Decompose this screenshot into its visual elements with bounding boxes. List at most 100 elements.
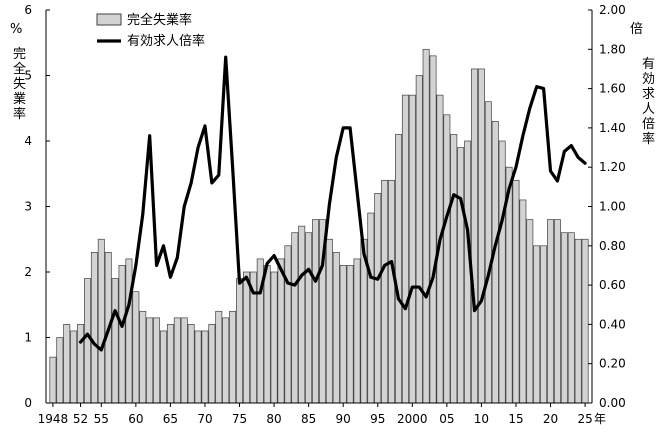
right-tick-label: 0.60 (599, 278, 626, 292)
left-tick-label: 3 (24, 200, 32, 214)
bar-2015 (512, 179, 520, 404)
bar-1984 (298, 225, 306, 404)
right-tick-label: 1.40 (599, 121, 626, 135)
bar-2006 (450, 134, 458, 404)
left-axis-ticks: 0 1 2 3 4 5 6 (24, 3, 50, 410)
bar-1997 (388, 179, 396, 404)
bar-2020 (547, 219, 554, 404)
left-axis-label: 完全失業率 (13, 47, 26, 122)
left-tick-label: 2 (24, 265, 32, 279)
bar-2009 (471, 68, 478, 404)
x-axis-ticks: 1948 52 55 60 65 70 75 80 85 90 95 2000 05 10 15 20 25 (38, 403, 593, 426)
bar-1995 (374, 193, 382, 404)
bar-2017 (526, 219, 534, 404)
legend-bar-label: 完全失業率 (127, 12, 192, 28)
left-tick-label: 6 (24, 3, 32, 17)
bar-2023 (567, 232, 575, 404)
bar-2010 (477, 68, 485, 404)
bar-2021 (553, 219, 561, 404)
bar-1950 (63, 324, 71, 404)
bar-1971 (208, 324, 216, 404)
bar-1983 (291, 232, 299, 404)
bar-1951 (70, 330, 78, 404)
right-tick-label: 0.00 (599, 396, 626, 410)
legend-bar-swatch (96, 13, 122, 26)
bar-1991 (346, 265, 354, 404)
bar-1952 (77, 324, 85, 404)
bar-1985 (305, 232, 313, 404)
bar-1974 (229, 310, 237, 404)
right-axis-unit: 倍 (630, 22, 643, 37)
bar-2000 (408, 94, 416, 404)
right-tick-label: 1.00 (599, 200, 626, 214)
bar-2025 (581, 238, 589, 404)
bar-1961 (139, 310, 147, 404)
left-axis-unit: % (10, 22, 22, 37)
bar-1990 (339, 265, 347, 404)
right-tick-label: 1.60 (599, 82, 626, 96)
bar-1962 (146, 317, 154, 404)
bar-1989 (332, 252, 340, 404)
bar-2007 (457, 147, 465, 404)
right-tick-label: 0.20 (599, 357, 626, 371)
x-tick-label: 10 (474, 412, 489, 426)
bar-1981 (277, 258, 285, 404)
x-tick-label: 65 (163, 412, 178, 426)
bar-1975 (236, 278, 243, 404)
bar-2022 (560, 232, 568, 404)
bar-1963 (153, 317, 161, 404)
x-tick-label: 55 (94, 412, 109, 426)
bar-1982 (284, 245, 292, 404)
right-tick-label: 1.20 (599, 160, 626, 174)
bar-1972 (215, 310, 223, 404)
x-tick-label: 95 (370, 412, 385, 426)
bar-1988 (325, 238, 333, 404)
right-tick-label: 2.00 (599, 3, 626, 17)
right-tick-label: 0.80 (599, 239, 626, 253)
bar-1986 (312, 219, 319, 404)
bar-1953 (84, 278, 91, 404)
bar-1949 (56, 337, 64, 404)
bar-1980 (270, 271, 278, 404)
bar-1964 (160, 330, 167, 404)
x-tick-label: 75 (232, 412, 247, 426)
bar-1960 (132, 291, 140, 404)
job-ratio-line (78, 55, 587, 352)
bar-2016 (519, 199, 527, 404)
x-tick-label: 20 (543, 412, 558, 426)
x-tick-label: 85 (301, 412, 316, 426)
bar-1969 (194, 330, 202, 404)
x-tick-label: 90 (336, 412, 351, 426)
bar-1976 (242, 271, 250, 404)
x-tick-label: 52 (73, 412, 88, 426)
bar-2024 (574, 238, 582, 404)
left-tick-label: 1 (24, 331, 32, 345)
x-tick-label: 2000 (397, 412, 428, 426)
bar-1959 (125, 258, 133, 404)
x-tick-label: 05 (439, 412, 454, 426)
left-tick-label: 0 (24, 396, 32, 410)
bar-2002 (422, 48, 430, 404)
right-axis-label: 有効求人倍率 (642, 57, 655, 147)
bar-1955 (97, 238, 105, 404)
job-ratio-line-layer (78, 55, 587, 352)
bar-1954 (90, 252, 98, 404)
bar-1968 (187, 324, 195, 404)
x-tick-label: 80 (266, 412, 281, 426)
bar-2005 (443, 114, 451, 404)
bar-1958 (118, 265, 126, 404)
bar-1973 (222, 317, 230, 404)
bar-1967 (180, 317, 188, 404)
x-axis-unit: 年 (594, 412, 606, 426)
unemployment-bars (49, 48, 589, 404)
bar-1957 (111, 278, 119, 404)
bar-2018 (533, 245, 541, 404)
right-axis-ticks: 0.00 0.20 0.40 0.60 0.80 1.00 1.20 1.40 1.60 1.80… (588, 3, 626, 410)
legend: 完全失業率 有効求人倍率 (96, 12, 205, 49)
bar-1970 (201, 330, 209, 404)
right-tick-label: 0.40 (599, 317, 626, 331)
x-tick-label: 15 (508, 412, 523, 426)
legend-line-label: 有効求人倍率 (127, 33, 205, 49)
bar-2019 (540, 245, 548, 404)
